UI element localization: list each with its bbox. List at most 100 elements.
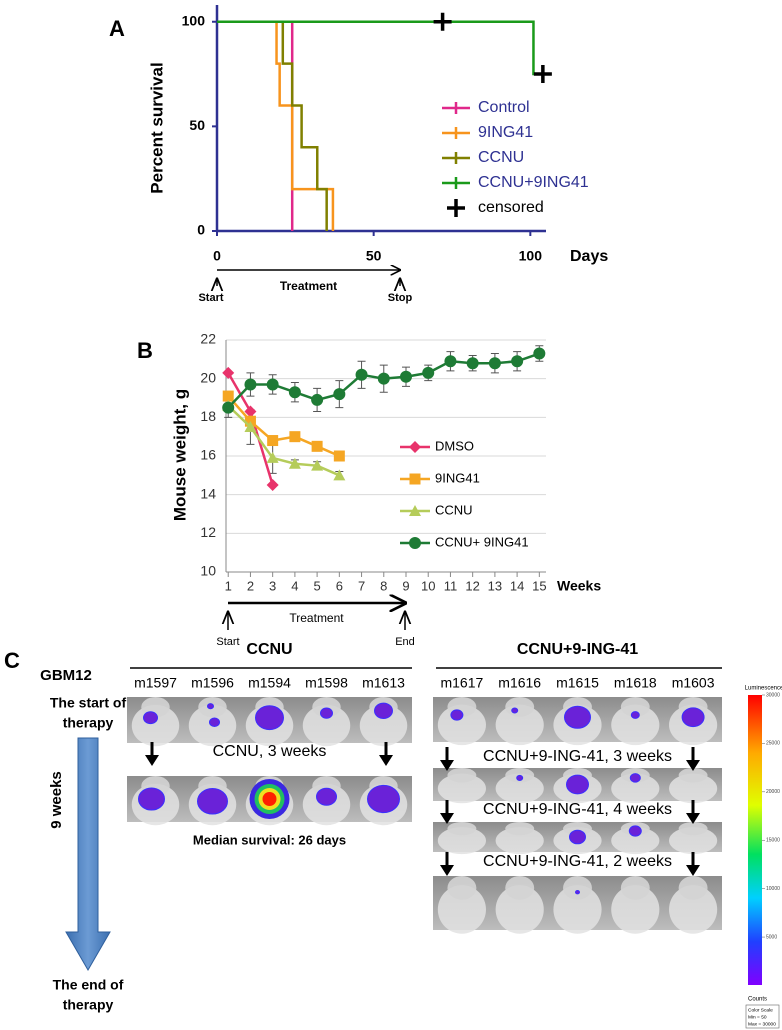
y-tick-label: 14 — [200, 485, 216, 501]
signal — [320, 707, 333, 719]
start-label: Start — [198, 292, 223, 304]
point — [533, 347, 546, 360]
x-axis-label: Weeks — [557, 578, 601, 594]
survival-note: Median survival: 26 days — [193, 832, 346, 847]
point — [311, 440, 323, 452]
group-title: CCNU — [246, 641, 292, 658]
legend-symbol — [442, 102, 470, 114]
x-tick-label: 8 — [380, 578, 387, 593]
panel-letter: C — [4, 648, 20, 673]
y-tick-label: 100 — [182, 12, 206, 28]
x-tick-label: 15 — [532, 578, 546, 593]
point — [488, 357, 501, 370]
step-arrow-head — [440, 865, 454, 876]
mouse-head — [447, 822, 477, 836]
end-label: therapy — [63, 997, 114, 1013]
point — [267, 435, 279, 447]
scale-tick-label: 15000 — [766, 838, 780, 844]
point — [222, 390, 234, 402]
point — [466, 357, 479, 370]
signal — [138, 787, 165, 811]
point — [333, 450, 345, 462]
step-arrow-head — [686, 813, 700, 824]
point — [244, 378, 257, 391]
mouse-head — [447, 876, 477, 900]
x-tick-label: 12 — [465, 578, 479, 593]
mouse — [611, 773, 660, 804]
x-tick-label: 2 — [247, 578, 254, 593]
legend-symbol — [442, 152, 470, 164]
mouse-id: m1603 — [672, 675, 715, 691]
mouse-id: m1594 — [248, 675, 291, 691]
caption-box — [745, 1004, 780, 1029]
signal — [262, 792, 277, 806]
scale-title: Luminescence — [745, 686, 782, 692]
legend-label: censored — [478, 199, 544, 216]
x-tick-label: 1 — [225, 578, 232, 593]
point — [288, 457, 301, 469]
y-tick-label: 12 — [200, 524, 216, 540]
panel-letter: B — [137, 338, 153, 363]
point — [409, 537, 421, 549]
point — [422, 366, 435, 379]
mouse-head — [505, 822, 535, 836]
mouse — [359, 704, 408, 747]
mouse — [302, 704, 351, 747]
panel-letter: A — [109, 16, 125, 41]
signal — [564, 705, 591, 729]
x-tick-label: 5 — [313, 578, 320, 593]
legend-symbol — [442, 127, 470, 139]
censor-mark — [447, 199, 465, 217]
scale-tick-label: 10000 — [766, 886, 780, 892]
mouse — [669, 773, 718, 804]
scale-tick-label: 5000 — [766, 934, 777, 940]
mouse-id: m1597 — [134, 675, 177, 691]
model-label: GBM12 — [40, 667, 92, 684]
start-label: The start of — [50, 695, 127, 711]
point — [511, 355, 524, 368]
point — [244, 421, 257, 432]
point — [222, 401, 235, 414]
scale-caption: Color Scale — [748, 1007, 773, 1013]
legend-label: CCNU — [478, 149, 524, 166]
signal — [575, 890, 580, 895]
step-arrow-head — [145, 755, 159, 766]
point — [311, 393, 324, 406]
x-tick-label: 50 — [366, 248, 382, 264]
point — [266, 479, 279, 491]
mouse-id: m1598 — [305, 675, 348, 691]
mouse — [495, 773, 544, 804]
point — [409, 473, 421, 485]
mouse-head — [678, 876, 708, 900]
mouse-head — [505, 697, 535, 717]
scale-units: Counts — [748, 997, 767, 1003]
mouse-head — [678, 822, 708, 836]
mouse-id: m1616 — [498, 675, 541, 691]
step-arrow-head — [440, 760, 454, 771]
x-tick-label: 13 — [488, 578, 502, 593]
survival-curve — [217, 20, 328, 231]
mouse — [495, 885, 544, 934]
signal — [255, 705, 284, 731]
y-tick-label: 50 — [189, 117, 205, 133]
y-tick-label: 10 — [200, 563, 216, 579]
time-arrow — [65, 737, 111, 971]
point — [311, 459, 324, 471]
signal — [516, 774, 524, 781]
end-label: End — [395, 636, 415, 648]
color-bar — [748, 695, 762, 985]
x-tick-label: 4 — [291, 578, 298, 593]
scale-caption: Max = 30000 — [748, 1021, 776, 1027]
step-arrow-head — [379, 755, 393, 766]
x-tick-label: 10 — [421, 578, 435, 593]
signal — [629, 773, 641, 783]
step-label: CCNU, 3 weeks — [213, 743, 327, 760]
scale-caption: Min = 50 — [748, 1014, 767, 1020]
mouse-head — [620, 697, 650, 717]
survival-curve — [217, 20, 546, 76]
x-tick-label: 9 — [402, 578, 409, 593]
signal — [367, 784, 400, 814]
mouse-head — [620, 876, 650, 900]
